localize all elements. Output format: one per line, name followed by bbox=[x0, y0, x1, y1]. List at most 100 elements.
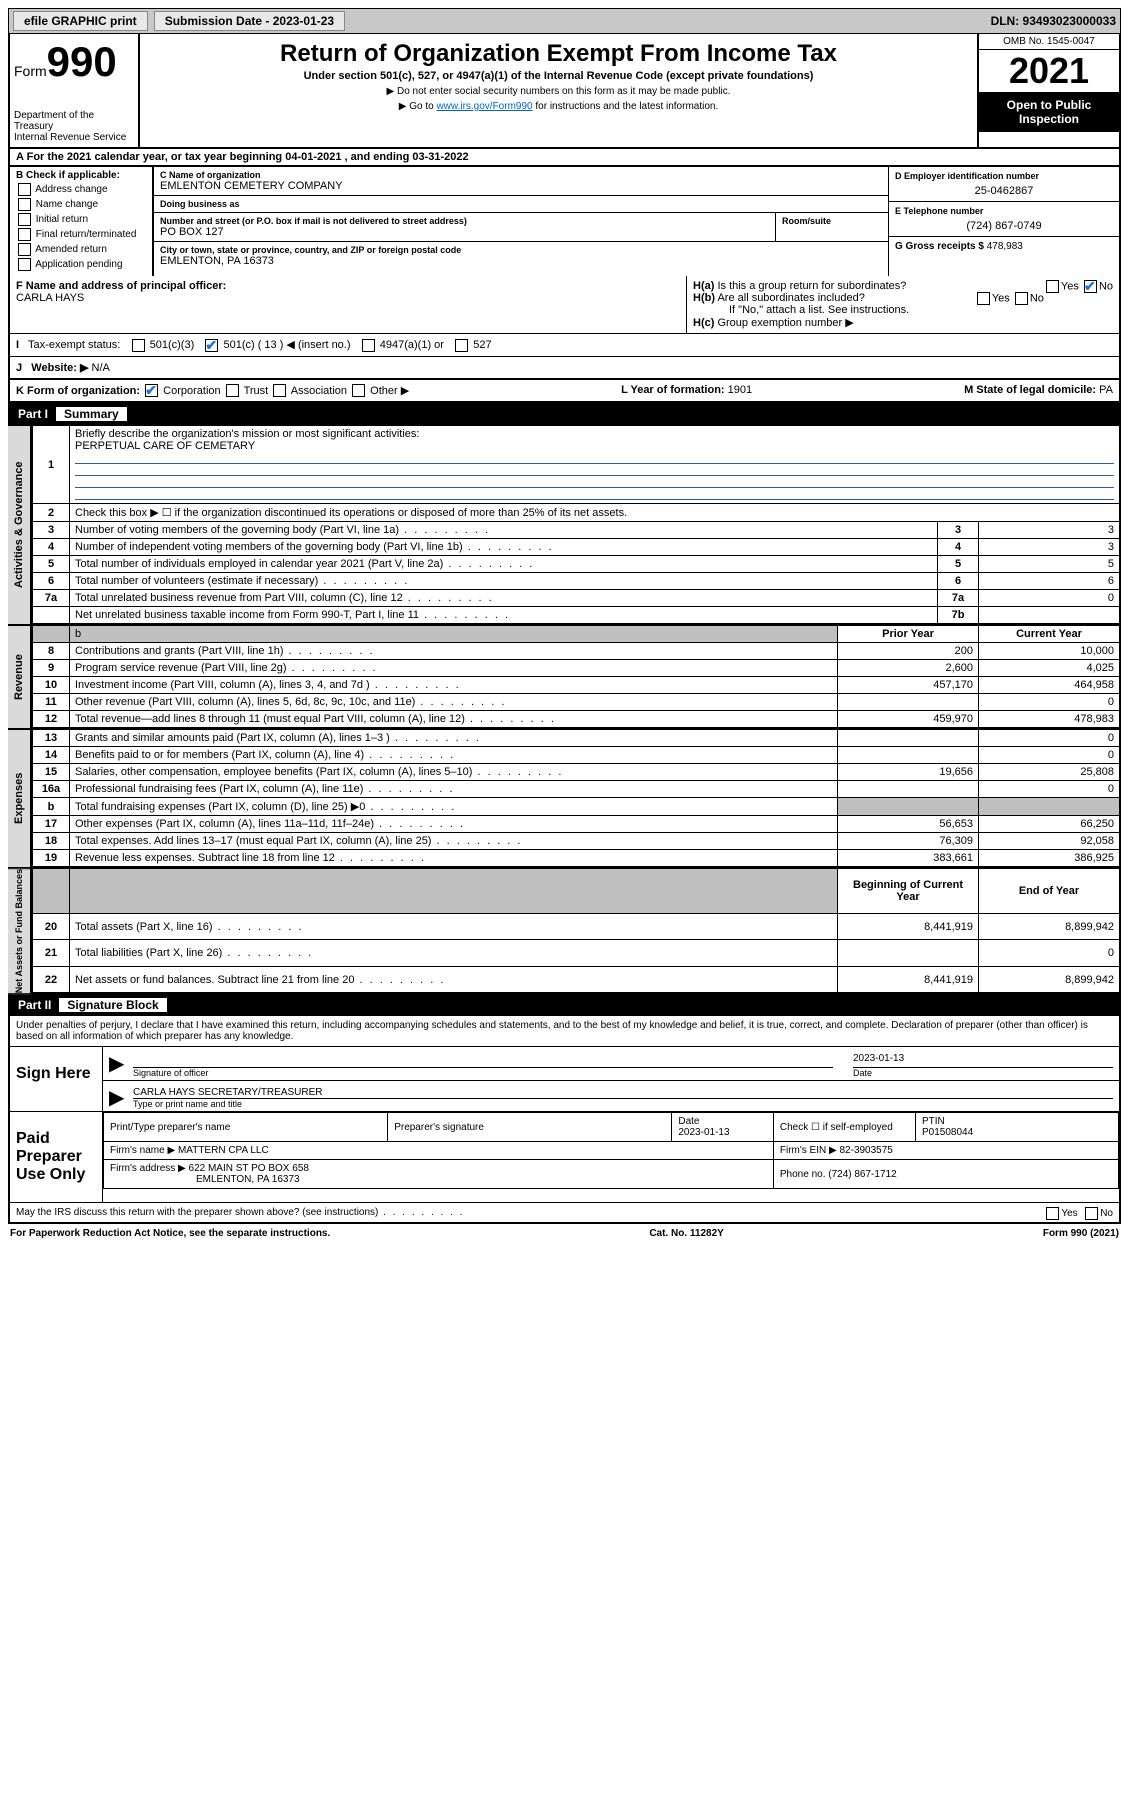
table-row: 9Program service revenue (Part VIII, lin… bbox=[32, 660, 1120, 677]
org-name-lbl: C Name of organization bbox=[160, 170, 882, 180]
box-b: B Check if applicable: Address change Na… bbox=[10, 167, 154, 276]
gov-table: 1 Briefly describe the organization's mi… bbox=[31, 425, 1121, 625]
net-section: Net Assets or Fund Balances Beginning of… bbox=[8, 868, 1121, 994]
prep-sig-lbl: Preparer's signature bbox=[394, 1122, 484, 1133]
period-end: 03-31-2022 bbox=[412, 151, 468, 163]
formorg-lbl: K Form of organization: bbox=[16, 385, 140, 397]
mission-lbl: Briefly describe the organization's miss… bbox=[75, 428, 419, 440]
sign-here-label: Sign Here bbox=[10, 1047, 102, 1111]
goto-pre: Go to bbox=[409, 101, 436, 112]
prep-date-lbl: Date bbox=[678, 1116, 699, 1127]
ha-yes: Yes bbox=[1061, 280, 1079, 292]
table-row: bTotal fundraising expenses (Part IX, co… bbox=[32, 798, 1120, 816]
line2-text: Check this box ▶ ☐ if the organization d… bbox=[70, 504, 1121, 522]
ha-lbl: Is this a group return for subordinates? bbox=[717, 280, 906, 292]
sig-date: 2023-01-13 bbox=[853, 1053, 1113, 1068]
name-title-lbl: Type or print name and title bbox=[133, 1099, 1113, 1109]
submission-date-button[interactable]: Submission Date - 2023-01-23 bbox=[154, 11, 345, 31]
pra-notice: For Paperwork Reduction Act Notice, see … bbox=[10, 1228, 330, 1239]
form-title: Return of Organization Exempt From Incom… bbox=[148, 40, 969, 68]
col-eoy: End of Year bbox=[979, 869, 1121, 914]
discuss-yes: Yes bbox=[1061, 1209, 1077, 1220]
table-row: 5Total number of individuals employed in… bbox=[32, 556, 1120, 573]
cb-application-pending[interactable]: Application pending bbox=[16, 258, 146, 271]
table-row: 14Benefits paid to or for members (Part … bbox=[32, 747, 1120, 764]
arrow-icon: ▶ bbox=[109, 1051, 124, 1076]
cb-lbl-0: Address change bbox=[35, 184, 107, 195]
discuss-no: No bbox=[1100, 1209, 1113, 1220]
sig-officer-lbl: Signature of officer bbox=[133, 1068, 833, 1078]
cb-name-change[interactable]: Name change bbox=[16, 198, 146, 211]
row-j: J Website: ▶ N/A bbox=[8, 357, 1121, 380]
table-row: 22Net assets or fund balances. Subtract … bbox=[32, 966, 1120, 993]
website-val: N/A bbox=[92, 362, 110, 374]
i-4947: 4947(a)(1) or bbox=[380, 339, 444, 351]
k-corp: Corporation bbox=[163, 385, 220, 397]
part2-header: Part IISignature Block bbox=[8, 994, 1121, 1016]
addr-lbl: Number and street (or P.O. box if mail i… bbox=[160, 216, 769, 226]
city-val: EMLENTON, PA 16373 bbox=[160, 255, 882, 267]
efile-print-button[interactable]: efile GRAPHIC print bbox=[13, 11, 148, 31]
firm-addr: 622 MAIN ST PO BOX 658 bbox=[189, 1163, 309, 1174]
firm-phone: (724) 867-1712 bbox=[828, 1169, 896, 1180]
box-b-hdr: B Check if applicable: bbox=[16, 170, 146, 181]
preparer-table: Print/Type preparer's name Preparer's si… bbox=[103, 1112, 1119, 1189]
yof-lbl: L Year of formation: bbox=[621, 384, 728, 396]
form-subtitle: Under section 501(c), 527, or 4947(a)(1)… bbox=[148, 70, 969, 82]
k-other: Other ▶ bbox=[370, 385, 409, 397]
ha-no: No bbox=[1099, 280, 1113, 292]
net-table: Beginning of Current YearEnd of Year 20T… bbox=[31, 868, 1121, 994]
form-number: Form990 bbox=[14, 38, 134, 86]
header-right-col: OMB No. 1545-0047 2021 Open to Public In… bbox=[977, 34, 1119, 147]
sig-date-lbl: Date bbox=[853, 1068, 1113, 1078]
gross-lbl: G Gross receipts $ bbox=[895, 241, 987, 252]
part1-txt: Summary bbox=[56, 407, 127, 421]
row-i: I Tax-exempt status: 501(c)(3) 501(c) ( … bbox=[8, 334, 1121, 357]
note-goto: Go to www.irs.gov/Form990 for instructio… bbox=[148, 101, 969, 112]
table-row: 19Revenue less expenses. Subtract line 1… bbox=[32, 850, 1120, 868]
form990-link[interactable]: www.irs.gov/Form990 bbox=[436, 101, 532, 112]
box-deg: D Employer identification number 25-0462… bbox=[889, 167, 1119, 276]
form-word: Form bbox=[14, 63, 47, 79]
table-row: 18Total expenses. Add lines 13–17 (must … bbox=[32, 833, 1120, 850]
form-header: Form990 Department of the Treasury Inter… bbox=[8, 34, 1121, 149]
firm-name: MATTERN CPA LLC bbox=[178, 1145, 269, 1156]
irs-label: Internal Revenue Service bbox=[14, 132, 134, 143]
cb-lbl-1: Name change bbox=[36, 199, 98, 210]
k-assoc: Association bbox=[291, 385, 347, 397]
hb-no: No bbox=[1030, 292, 1044, 304]
table-row: 3Number of voting members of the governi… bbox=[32, 522, 1120, 539]
firm-ein-lbl: Firm's EIN ▶ bbox=[780, 1145, 840, 1156]
rev-section: Revenue bPrior YearCurrent Year 8Contrib… bbox=[8, 625, 1121, 729]
cat-no: Cat. No. 11282Y bbox=[649, 1228, 723, 1239]
sidetab-expenses: Expenses bbox=[8, 729, 31, 868]
cb-amended-return[interactable]: Amended return bbox=[16, 243, 146, 256]
jurat-text: Under penalties of perjury, I declare th… bbox=[10, 1016, 1119, 1046]
cb-lbl-3: Final return/terminated bbox=[36, 229, 137, 240]
sidetab-governance: Activities & Governance bbox=[8, 425, 31, 625]
ein-lbl: D Employer identification number bbox=[895, 171, 1113, 181]
table-row: Net unrelated business taxable income fr… bbox=[32, 607, 1120, 625]
submission-date-label: Submission Date - bbox=[165, 14, 273, 28]
table-row: 20Total assets (Part X, line 16)8,441,91… bbox=[32, 914, 1120, 940]
exp-table: 13Grants and similar amounts paid (Part … bbox=[31, 729, 1121, 868]
mission-val: PERPETUAL CARE OF CEMETARY bbox=[75, 440, 255, 452]
col-prior: Prior Year bbox=[838, 626, 979, 643]
org-name: EMLENTON CEMETERY COMPANY bbox=[160, 180, 882, 192]
page-footer: For Paperwork Reduction Act Notice, see … bbox=[8, 1224, 1121, 1243]
period-text-b: , and ending bbox=[341, 151, 412, 163]
firm-phone-lbl: Phone no. bbox=[780, 1169, 828, 1180]
cb-initial-return[interactable]: Initial return bbox=[16, 213, 146, 226]
discuss-row: May the IRS discuss this return with the… bbox=[10, 1202, 1119, 1222]
cb-final-return[interactable]: Final return/terminated bbox=[16, 228, 146, 241]
note-ssn: Do not enter social security numbers on … bbox=[148, 86, 969, 97]
firm-city: EMLENTON, PA 16373 bbox=[110, 1174, 300, 1185]
dln-label: DLN: 93493023000033 bbox=[991, 14, 1116, 28]
website-lbl: Website: ▶ bbox=[31, 362, 88, 374]
prep-name-lbl: Print/Type preparer's name bbox=[110, 1122, 230, 1133]
col-boy: Beginning of Current Year bbox=[838, 869, 979, 914]
table-row: 21Total liabilities (Part X, line 26)0 bbox=[32, 940, 1120, 966]
i-501c3: 501(c)(3) bbox=[150, 339, 195, 351]
dba-lbl: Doing business as bbox=[160, 199, 882, 209]
cb-address-change[interactable]: Address change bbox=[16, 183, 146, 196]
